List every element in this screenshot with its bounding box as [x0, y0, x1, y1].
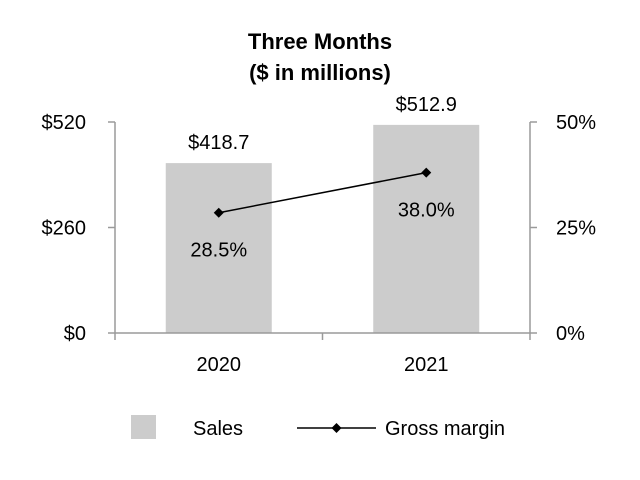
- y-left-tick-label-2: $520: [42, 112, 87, 134]
- data-label-gross-margin-2020: 28.5%: [190, 240, 247, 262]
- point-gross-margin-2021: [421, 167, 432, 178]
- bar-sales-2021: [373, 124, 480, 334]
- chart-subtitle: ($ in millions): [249, 60, 391, 85]
- data-label-gross-margin-2021: 38.0%: [398, 200, 455, 222]
- legend-marker-gross-margin: [331, 423, 342, 433]
- x-tick-label-2021: 2021: [404, 354, 449, 376]
- x-tick-label-2020: 2020: [197, 354, 242, 376]
- point-gross-margin-2020: [213, 207, 224, 218]
- y-left-tick-label-1: $260: [42, 218, 87, 240]
- data-label-sales-2021: $512.9: [396, 94, 457, 116]
- y-right-tick-label-0: 0%: [556, 323, 585, 345]
- y-right-tick-label-2: 50%: [556, 112, 596, 134]
- legend-swatch-sales: [131, 415, 156, 439]
- bar-sales-2020: [165, 163, 272, 333]
- chart-title: Three Months: [248, 29, 392, 54]
- legend-label-sales: Sales: [193, 418, 243, 440]
- line-gross-margin: [218, 171, 427, 214]
- legend-label-gross-margin: Gross margin: [385, 418, 505, 440]
- data-label-sales-2020: $418.7: [188, 132, 249, 154]
- y-right-tick-label-1: 25%: [556, 218, 596, 240]
- y-left-tick-label-0: $0: [64, 323, 86, 345]
